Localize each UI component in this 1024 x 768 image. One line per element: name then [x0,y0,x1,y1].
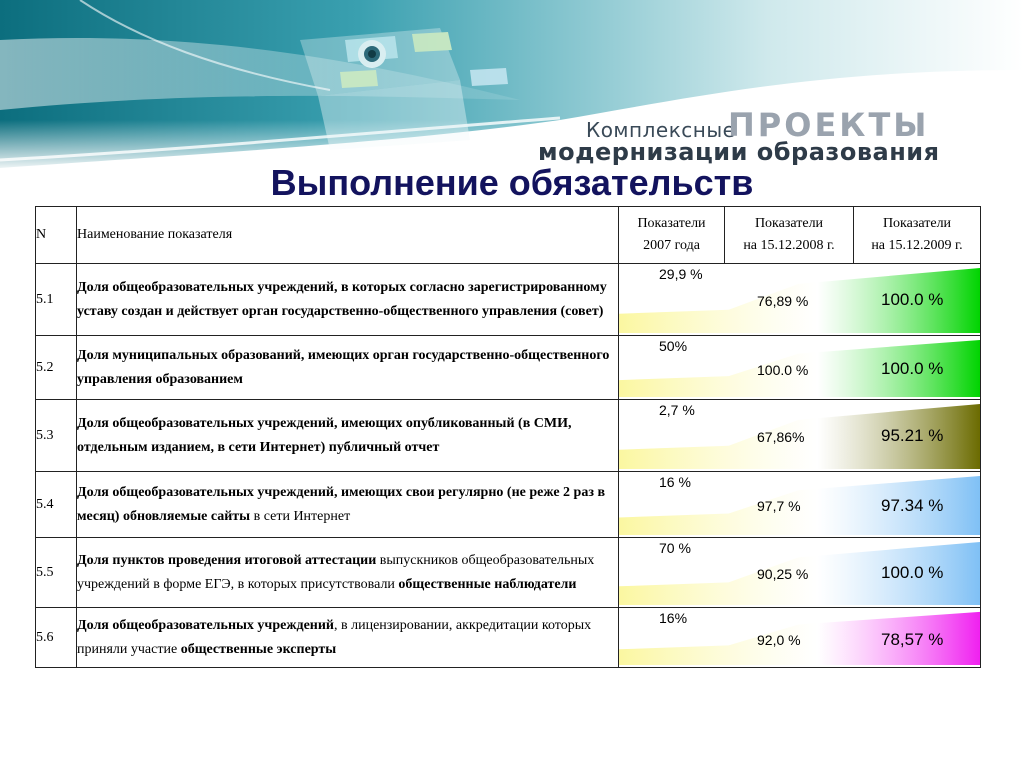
brand-text-small: Комплексные [586,118,736,142]
indicator-name: Доля общеобразовательных учреждений, име… [76,399,619,472]
indicator-values: 70 % 90,25 % 100.0 % [618,537,981,608]
value-2008: 97,7 % [757,498,801,514]
value-2009: 95.21 % [881,426,944,445]
indicator-name: Доля пунктов проведения итоговой аттеста… [76,537,619,608]
table-row: 5.3 Доля общеобразовательных учреждений, … [35,399,981,472]
obligations-table: N Наименование показателя Показатели 200… [35,206,981,668]
page-title: Выполнение обязательств [270,162,754,203]
value-2007: 50% [659,338,688,354]
screen-panels [300,28,508,150]
brand-text-line2: модернизации образования [538,138,940,166]
value-2007: 16 % [659,474,691,490]
header-name: Наименование показателя [76,206,619,264]
row-number: 5.1 [35,263,77,336]
progress-shape [619,611,980,666]
header-values: Показатели 2007 года Показатели на 15.12… [618,206,981,264]
indicator-name-part: Доля муниципальных образований, имеющих … [77,347,610,387]
brand-text-big: ПРОЕКТЫ [728,106,930,144]
indicator-name-part: в сети Интернет [250,508,351,524]
indicator-values: 16 % 97,7 % 97.34 % [618,471,981,538]
value-2009: 100.0 % [881,290,944,309]
value-2009: 78,57 % [881,630,944,649]
progress-arrow [619,475,980,536]
header-2009: Показатели на 15.12.2009 г. [871,216,963,253]
progress-shape [619,267,980,334]
value-2007: 16% [659,610,688,626]
brand-logo: Комплексные ПРОЕКТЫ модернизации образов… [538,106,968,168]
progress-arrow [619,611,980,666]
value-2007: 70 % [659,540,691,556]
progress-arrow [619,267,980,334]
progress-shape [619,475,980,536]
header-2007: Показатели 2007 года [619,207,725,263]
table-row: 5.6 Доля общеобразовательных учреждений, … [35,607,981,668]
row-number: 5.6 [35,607,77,668]
indicator-values: 50% 100.0 % 100.0 % [618,335,981,400]
row-number: 5.2 [35,335,77,400]
indicator-name-part: Доля общеобразовательных учреждений, име… [77,415,572,455]
indicator-name-part: выпускников общеобразовательных учрежден… [77,552,595,592]
value-2008: 90,25 % [757,566,809,582]
progress-shape [619,339,980,398]
indicator-name: Доля общеобразовательных учреждений, в л… [76,607,619,668]
indicator-name: Доля муниципальных образований, имеющих … [76,335,619,400]
indicator-name: Доля общеобразовательных учреждений, име… [76,471,619,538]
indicator-name-part: , в лицензировании, аккредитации которых… [77,617,592,657]
row-number: 5.3 [35,399,77,472]
value-2008: 92,0 % [757,632,801,648]
progress-shape [619,541,980,606]
indicator-name-part: Доля общеобразовательных учреждений, в к… [77,279,607,319]
table-header-row: N Наименование показателя Показатели 200… [35,206,981,264]
indicator-name-part: общественные наблюдатели [398,576,577,592]
table-row: 5.2 Доля муниципальных образований, имеющ… [35,335,981,400]
value-2008: 67,86% [757,429,805,445]
indicator-values: 29,9 % 76,89 % 100.0 % [618,263,981,336]
value-2009: 100.0 % [881,359,944,378]
progress-arrow [619,403,980,470]
row-number: 5.4 [35,471,77,538]
table-row: 5.4 Доля общеобразовательных учреждений, … [35,471,981,538]
indicator-name-part: Доля пунктов проведения итоговой аттеста… [77,552,377,568]
banner-graphic [0,0,1024,172]
indicator-values: 16% 92,0 % 78,57 % [618,607,981,668]
value-2009: 97.34 % [881,496,944,515]
value-2007: 2,7 % [659,402,695,418]
value-2007: 29,9 % [659,266,703,282]
table-row: 5.1 Доля общеобразовательных учреждений, … [35,263,981,336]
header-n: N [35,206,77,264]
header-banner [0,0,1024,172]
indicator-name: Доля общеобразовательных учреждений, в к… [76,263,619,336]
progress-arrow [619,541,980,606]
table-row: 5.5 Доля пунктов проведения итоговой атте… [35,537,981,608]
progress-shape [619,403,980,470]
value-2009: 100.0 % [881,563,944,582]
indicator-values: 2,7 % 67,86% 95.21 % [618,399,981,472]
indicator-name-part: Доля общеобразовательных учреждений, име… [77,484,606,524]
progress-arrow [619,339,980,398]
value-2008: 100.0 % [757,362,809,378]
row-number: 5.5 [35,537,77,608]
value-2008: 76,89 % [757,293,809,309]
indicator-name-part: Доля общеобразовательных учреждений [77,617,334,633]
indicator-name-part: общественные эксперты [180,641,337,657]
header-2008: Показатели на 15.12.2008 г. [725,207,854,263]
